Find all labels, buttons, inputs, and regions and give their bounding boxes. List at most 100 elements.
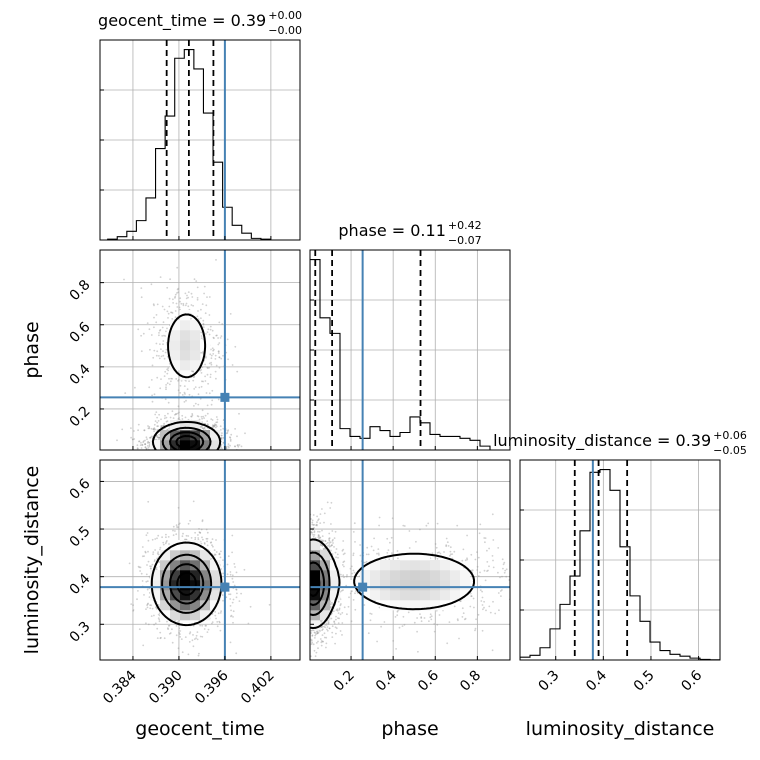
sample-point — [149, 348, 151, 351]
sample-point — [332, 610, 335, 613]
sample-point — [179, 300, 181, 303]
sample-point — [158, 357, 161, 360]
sample-point — [138, 440, 141, 443]
sample-point — [176, 292, 178, 294]
sample-point — [171, 312, 174, 314]
sample-point — [222, 437, 225, 439]
sample-point — [206, 366, 209, 369]
sample-point — [145, 573, 148, 576]
sample-point — [229, 438, 232, 441]
sample-point — [136, 598, 138, 601]
sample-point — [197, 403, 200, 406]
sample-point — [313, 649, 316, 652]
sample-point — [208, 296, 211, 298]
sample-point — [213, 337, 215, 340]
sample-point — [312, 533, 314, 536]
sample-point — [206, 423, 209, 426]
sample-point — [216, 625, 219, 628]
sample-point — [185, 302, 188, 305]
sample-point — [146, 438, 148, 441]
sample-point — [144, 550, 147, 553]
sample-point — [159, 637, 162, 640]
sample-point — [209, 376, 212, 378]
sample-point — [137, 429, 140, 432]
sample-point — [192, 370, 194, 373]
sample-point — [192, 500, 195, 503]
sample-point — [232, 621, 234, 624]
sample-point — [311, 635, 314, 637]
sample-point — [210, 363, 213, 366]
sample-point — [174, 293, 177, 296]
sample-point — [212, 424, 215, 427]
sample-point — [218, 621, 221, 624]
title-upper-error: +0.42 — [448, 219, 482, 232]
sample-point — [218, 356, 221, 359]
sample-point — [152, 428, 155, 430]
sample-point — [336, 608, 339, 611]
sample-point — [201, 366, 204, 369]
sample-point — [155, 607, 158, 610]
sample-point — [167, 536, 170, 538]
sample-point — [163, 637, 166, 640]
sample-point — [195, 280, 198, 282]
sample-point — [189, 519, 192, 522]
sample-point — [159, 343, 161, 345]
sample-point — [318, 537, 320, 540]
sample-point — [197, 537, 200, 539]
sample-point — [326, 629, 329, 632]
sample-point — [323, 632, 326, 635]
density-cell — [210, 560, 221, 571]
sample-point — [195, 637, 198, 639]
sample-point — [220, 568, 222, 570]
histogram-luminosity_distance — [520, 468, 720, 660]
sample-point — [319, 536, 322, 539]
sample-point — [156, 376, 159, 379]
sample-point — [232, 616, 234, 618]
sample-point — [150, 283, 153, 286]
sample-point — [205, 624, 208, 627]
sample-point — [200, 415, 203, 418]
sample-point — [201, 409, 204, 412]
density-cell — [180, 600, 191, 611]
sample-point — [328, 627, 331, 630]
sample-point — [200, 317, 202, 320]
sample-point — [322, 628, 324, 631]
sample-point — [188, 393, 191, 396]
sample-point — [144, 443, 146, 445]
sample-point — [162, 343, 164, 346]
sample-point — [146, 603, 149, 606]
sample-point — [319, 536, 321, 539]
sample-point — [200, 368, 203, 371]
sample-point — [208, 362, 211, 365]
sample-point — [140, 296, 143, 299]
sample-point — [220, 447, 223, 449]
sample-point — [198, 652, 200, 655]
sample-point — [328, 540, 331, 542]
sample-point — [327, 622, 330, 624]
sample-point — [184, 292, 187, 295]
sample-point — [322, 640, 324, 643]
sample-point — [140, 572, 143, 575]
sample-point — [206, 420, 209, 422]
sample-point — [146, 588, 149, 591]
sample-point — [139, 444, 142, 446]
sample-point — [146, 564, 148, 566]
sample-point — [148, 596, 151, 598]
density-cell — [160, 600, 171, 611]
sample-point — [185, 399, 187, 402]
sample-point — [230, 609, 233, 612]
sample-point — [206, 296, 208, 298]
sample-point — [326, 545, 329, 547]
sample-point — [187, 305, 190, 308]
sample-point — [226, 431, 229, 434]
contour-line — [161, 553, 213, 614]
sample-point — [171, 377, 174, 380]
sample-point — [202, 538, 204, 541]
sample-point — [147, 500, 150, 503]
sample-point — [168, 543, 170, 545]
density-cell — [180, 540, 191, 551]
density-cell — [190, 610, 201, 621]
sample-point — [201, 351, 204, 353]
sample-point — [152, 303, 155, 306]
sample-point — [166, 620, 168, 623]
